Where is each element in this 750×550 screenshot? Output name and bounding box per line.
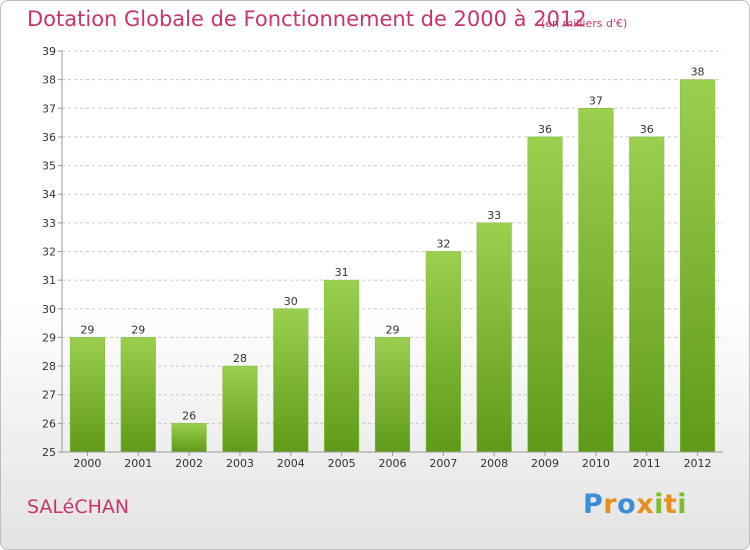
logo-letter: i xyxy=(654,489,664,520)
x-tick-label: 2004 xyxy=(277,457,305,470)
y-tick-label: 36 xyxy=(42,131,56,144)
y-tick-label: 29 xyxy=(42,331,56,344)
y-tick-label: 28 xyxy=(42,360,56,373)
data-label: 29 xyxy=(131,323,145,336)
x-tick-label: 2011 xyxy=(633,457,661,470)
proxiti-logo[interactable]: Proxiti xyxy=(583,489,687,520)
x-tick-label: 2001 xyxy=(124,457,152,470)
logo-letter: t xyxy=(663,489,678,520)
bar xyxy=(425,251,461,453)
data-label: 29 xyxy=(80,323,94,336)
data-label: 38 xyxy=(691,66,705,79)
x-tick-label: 2012 xyxy=(684,457,712,470)
bar xyxy=(374,337,411,453)
x-tick-label: 2007 xyxy=(429,457,457,470)
y-tick-label: 37 xyxy=(42,102,56,115)
y-tick-label: 33 xyxy=(42,217,56,230)
data-label: 29 xyxy=(386,323,400,336)
x-tick-label: 2005 xyxy=(328,457,356,470)
data-label: 30 xyxy=(284,295,298,308)
bar xyxy=(171,423,207,453)
x-tick-label: 2008 xyxy=(480,457,508,470)
logo-letter: i xyxy=(677,489,688,520)
chart-unit: (en milliers d'€) xyxy=(541,17,628,30)
x-tick-label: 2000 xyxy=(73,457,101,470)
city-name: SALéCHAN xyxy=(27,496,130,518)
bar xyxy=(629,136,665,453)
data-label: 32 xyxy=(436,238,450,251)
bar xyxy=(476,222,512,453)
y-tick-label: 34 xyxy=(42,188,56,201)
data-label: 36 xyxy=(538,123,552,136)
x-tick-label: 2002 xyxy=(175,457,203,470)
bar xyxy=(527,136,563,453)
logo-letter: r xyxy=(603,489,618,520)
bar xyxy=(222,365,258,453)
chart-title: Dotation Globale de Fonctionnement de 20… xyxy=(27,7,587,31)
bar xyxy=(69,337,105,453)
y-tick-label: 31 xyxy=(42,274,56,287)
y-tick-label: 25 xyxy=(42,446,56,459)
logo-letter: P xyxy=(583,489,604,520)
y-tick-label: 32 xyxy=(42,246,56,259)
bar xyxy=(120,337,156,453)
y-tick-label: 27 xyxy=(42,389,56,402)
data-label: 31 xyxy=(335,266,349,279)
y-tick-label: 38 xyxy=(42,74,56,87)
data-label: 36 xyxy=(640,123,654,136)
y-tick-label: 39 xyxy=(42,45,56,58)
bar xyxy=(680,79,716,453)
bar xyxy=(578,108,614,453)
y-tick-label: 35 xyxy=(42,160,56,173)
y-tick-label: 26 xyxy=(42,417,56,430)
bar xyxy=(324,279,360,453)
bar xyxy=(273,308,309,453)
logo-letter: o xyxy=(617,489,637,520)
data-label: 26 xyxy=(182,409,196,422)
logo-letter: x xyxy=(636,489,655,520)
y-tick-label: 30 xyxy=(42,303,56,316)
data-label: 28 xyxy=(233,352,247,365)
data-label: 33 xyxy=(487,209,501,222)
x-tick-label: 2003 xyxy=(226,457,254,470)
x-tick-label: 2009 xyxy=(531,457,559,470)
x-tick-label: 2006 xyxy=(379,457,407,470)
data-label: 37 xyxy=(589,94,603,107)
x-tick-label: 2010 xyxy=(582,457,610,470)
